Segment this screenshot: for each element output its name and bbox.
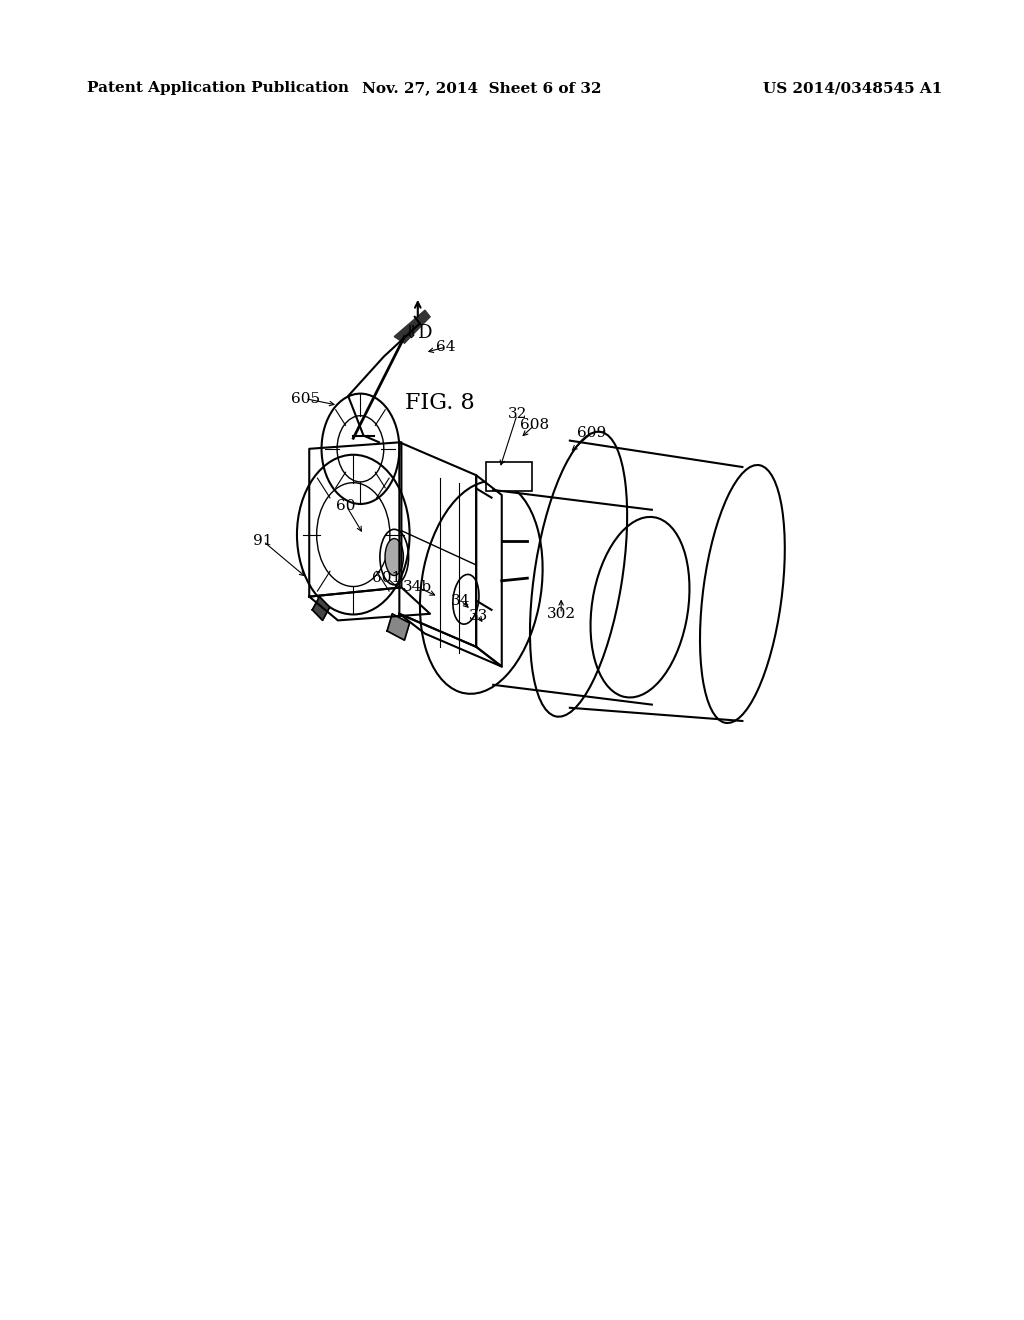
Text: FIG. 8: FIG. 8 xyxy=(406,392,475,413)
Text: 605: 605 xyxy=(291,392,319,405)
Polygon shape xyxy=(387,614,410,640)
Text: 608: 608 xyxy=(520,418,549,432)
Text: 34b: 34b xyxy=(403,581,432,594)
Text: Nov. 27, 2014  Sheet 6 of 32: Nov. 27, 2014 Sheet 6 of 32 xyxy=(361,82,601,95)
Polygon shape xyxy=(394,310,430,343)
Text: Patent Application Publication: Patent Application Publication xyxy=(87,82,349,95)
Text: 34: 34 xyxy=(452,594,470,607)
Text: 91: 91 xyxy=(253,535,273,548)
Text: 32: 32 xyxy=(508,408,526,421)
Text: 64: 64 xyxy=(435,341,456,354)
Text: 609: 609 xyxy=(578,426,606,440)
Text: US 2014/0348545 A1: US 2014/0348545 A1 xyxy=(763,82,942,95)
Polygon shape xyxy=(312,597,330,620)
Text: 601: 601 xyxy=(373,572,401,585)
Text: ⇓D: ⇓D xyxy=(403,323,432,342)
Ellipse shape xyxy=(385,539,403,576)
Text: 60: 60 xyxy=(336,499,356,512)
FancyBboxPatch shape xyxy=(486,462,532,491)
Text: 302: 302 xyxy=(547,607,575,620)
Text: 33: 33 xyxy=(469,610,487,623)
